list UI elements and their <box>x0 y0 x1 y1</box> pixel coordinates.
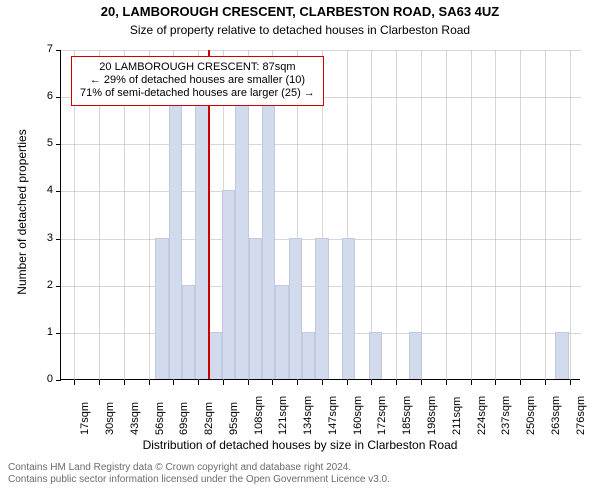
xtick-mark <box>99 380 100 385</box>
info-box: 20 LAMBOROUGH CRESCENT: 87sqm ← 29% of d… <box>71 56 324 106</box>
ytick-mark <box>56 97 61 98</box>
histogram-bar <box>209 332 222 379</box>
xtick-mark <box>223 380 224 385</box>
xtick-label: 224sqm <box>476 389 488 435</box>
xtick-label: 276sqm <box>575 389 587 435</box>
xtick-mark <box>322 380 323 385</box>
xtick-mark <box>545 380 546 385</box>
xtick-mark <box>248 380 249 385</box>
gridline-v <box>471 50 472 380</box>
histogram-bar <box>222 190 235 379</box>
xtick-mark <box>446 380 447 385</box>
xtick-label: 43sqm <box>129 389 141 435</box>
x-axis-label: Distribution of detached houses by size … <box>0 438 600 452</box>
xtick-label: 263sqm <box>550 389 562 435</box>
gridline-v <box>495 50 496 380</box>
xtick-mark <box>495 380 496 385</box>
histogram-bar <box>369 332 382 379</box>
histogram-bar <box>315 238 328 379</box>
xtick-label: 237sqm <box>500 389 512 435</box>
histogram-bar <box>275 285 288 379</box>
xtick-label: 160sqm <box>352 389 364 435</box>
histogram-bar <box>249 238 262 379</box>
xtick-label: 121sqm <box>277 389 289 435</box>
histogram-bar <box>195 96 208 379</box>
xtick-label: 69sqm <box>178 389 190 435</box>
ytick-mark <box>56 333 61 334</box>
xtick-label: 211sqm <box>451 389 463 435</box>
ytick-mark <box>56 50 61 51</box>
ytick-label: 1 <box>35 326 53 338</box>
ytick-mark <box>56 380 61 381</box>
gridline-v <box>371 50 372 380</box>
info-line-2: ← 29% of detached houses are smaller (10… <box>80 74 315 87</box>
ytick-mark <box>56 191 61 192</box>
footer-line-2: Contains public sector information licen… <box>8 474 390 486</box>
xtick-mark <box>471 380 472 385</box>
y-axis-label: Number of detached properties <box>15 112 29 312</box>
xtick-label: 30sqm <box>104 389 116 435</box>
histogram-bar <box>342 238 355 379</box>
gridline-v <box>570 50 571 380</box>
xtick-mark <box>272 380 273 385</box>
footer: Contains HM Land Registry data © Crown c… <box>8 462 390 486</box>
histogram-bar <box>235 96 248 379</box>
ytick-mark <box>56 286 61 287</box>
ytick-label: 4 <box>35 184 53 196</box>
xtick-mark <box>198 380 199 385</box>
ytick-mark <box>56 144 61 145</box>
ytick-label: 6 <box>35 90 53 102</box>
xtick-mark <box>421 380 422 385</box>
info-line-1: 20 LAMBOROUGH CRESCENT: 87sqm <box>80 61 315 74</box>
ytick-label: 0 <box>35 373 53 385</box>
ytick-label: 2 <box>35 279 53 291</box>
xtick-label: 82sqm <box>203 389 215 435</box>
footer-line-1: Contains HM Land Registry data © Crown c… <box>8 462 390 474</box>
gridline-v <box>446 50 447 380</box>
xtick-label: 172sqm <box>376 389 388 435</box>
gridline-v <box>545 50 546 380</box>
chart-container: 20, LAMBOROUGH CRESCENT, CLARBESTON ROAD… <box>0 0 600 500</box>
plot-area: 20 LAMBOROUGH CRESCENT: 87sqm ← 29% of d… <box>60 50 580 380</box>
ytick-label: 3 <box>35 232 53 244</box>
xtick-label: 95sqm <box>228 389 240 435</box>
xtick-label: 185sqm <box>401 389 413 435</box>
xtick-mark <box>74 380 75 385</box>
xtick-label: 56sqm <box>154 389 166 435</box>
xtick-mark <box>297 380 298 385</box>
xtick-mark <box>520 380 521 385</box>
xtick-label: 134sqm <box>302 389 314 435</box>
xtick-mark <box>173 380 174 385</box>
xtick-mark <box>124 380 125 385</box>
gridline-v <box>421 50 422 380</box>
xtick-mark <box>396 380 397 385</box>
histogram-bar <box>302 332 315 379</box>
xtick-mark <box>347 380 348 385</box>
chart-subtitle: Size of property relative to detached ho… <box>0 23 600 37</box>
xtick-label: 17sqm <box>79 389 91 435</box>
xtick-mark <box>570 380 571 385</box>
gridline-v <box>396 50 397 380</box>
histogram-bar <box>182 285 195 379</box>
xtick-label: 198sqm <box>426 389 438 435</box>
histogram-bar <box>155 238 168 379</box>
xtick-mark <box>149 380 150 385</box>
histogram-bar <box>262 96 275 379</box>
xtick-label: 108sqm <box>253 389 265 435</box>
histogram-bar <box>555 332 568 379</box>
chart-title: 20, LAMBOROUGH CRESCENT, CLARBESTON ROAD… <box>0 4 600 19</box>
xtick-label: 147sqm <box>327 389 339 435</box>
histogram-bar <box>409 332 422 379</box>
ytick-mark <box>56 239 61 240</box>
xtick-label: 250sqm <box>525 389 537 435</box>
xtick-mark <box>371 380 372 385</box>
ytick-label: 7 <box>35 43 53 55</box>
info-line-3: 71% of semi-detached houses are larger (… <box>80 87 315 100</box>
histogram-bar <box>169 96 182 379</box>
gridline-v <box>520 50 521 380</box>
ytick-label: 5 <box>35 137 53 149</box>
histogram-bar <box>289 238 302 379</box>
